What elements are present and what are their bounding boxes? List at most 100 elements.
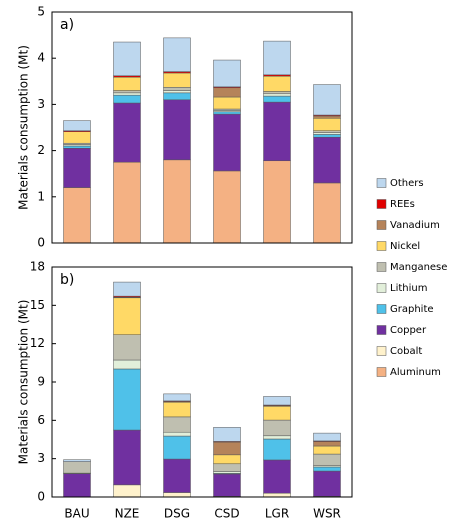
bar-segment bbox=[113, 281, 141, 297]
bar-segment bbox=[313, 134, 341, 138]
bar-segment bbox=[163, 416, 191, 433]
bar-segment bbox=[213, 471, 241, 474]
bar-segment bbox=[313, 115, 341, 119]
y-tick-label: 18 bbox=[30, 260, 45, 274]
legend-swatch bbox=[376, 199, 387, 209]
bar-segment bbox=[113, 90, 141, 94]
plot-frame bbox=[51, 11, 353, 244]
bar-segment bbox=[213, 473, 241, 497]
legend-swatch bbox=[376, 220, 387, 230]
y-tick-label: 12 bbox=[30, 336, 45, 350]
bar-segment bbox=[163, 492, 191, 498]
bar-segment bbox=[313, 182, 341, 244]
bar-segment bbox=[313, 466, 341, 472]
bar-segment bbox=[163, 72, 191, 88]
bar-segment bbox=[113, 76, 141, 91]
bar-segment bbox=[113, 484, 141, 498]
y-tick-label: 2 bbox=[37, 143, 45, 157]
y-tick-label: 15 bbox=[30, 298, 45, 312]
bar-segment bbox=[163, 435, 191, 460]
bar-segment bbox=[213, 463, 241, 472]
bar-segment bbox=[213, 454, 241, 465]
legend-swatch bbox=[376, 346, 387, 356]
x-tick-label: WSR bbox=[313, 507, 341, 521]
bar-segment bbox=[113, 41, 141, 77]
bar-segment bbox=[263, 160, 291, 244]
bar-segment bbox=[313, 132, 341, 135]
bar-segment bbox=[263, 75, 291, 92]
legend-swatch bbox=[376, 304, 387, 314]
y-tick-label: 1 bbox=[37, 189, 45, 203]
bar-segment bbox=[113, 94, 141, 104]
legend-label: Manganese bbox=[390, 262, 447, 273]
panel-title: a) bbox=[60, 17, 74, 33]
bar-segment bbox=[63, 148, 91, 188]
bar-segment bbox=[263, 91, 291, 95]
y-tick-label: 9 bbox=[37, 375, 45, 389]
bar-segment bbox=[163, 458, 191, 493]
y-tick-label: 6 bbox=[37, 413, 45, 427]
bar-segment bbox=[313, 441, 341, 447]
y-tick-label: 3 bbox=[37, 451, 45, 465]
x-tick-label: LGR bbox=[265, 507, 289, 521]
legend-label: Graphite bbox=[390, 304, 434, 315]
legend-swatch bbox=[376, 262, 387, 272]
bar-segment bbox=[313, 470, 341, 497]
bar-segment bbox=[213, 87, 241, 98]
legend: Others REEs Vanadium Nickel Manganese Lithium… bbox=[376, 178, 447, 378]
bar-segment bbox=[213, 441, 241, 456]
bar-segment bbox=[313, 136, 341, 184]
bar-segment bbox=[313, 432, 341, 442]
bar-segment bbox=[263, 101, 291, 162]
bar-segment bbox=[113, 334, 141, 361]
x-tick-label: CSD bbox=[214, 507, 239, 521]
bar-segment bbox=[163, 393, 191, 402]
bar-segment bbox=[263, 95, 291, 103]
legend-label: Vanadium bbox=[390, 220, 440, 231]
legend-swatch bbox=[376, 178, 387, 188]
bar-segment bbox=[113, 429, 141, 486]
bar-segment bbox=[113, 297, 141, 335]
bar-segment bbox=[213, 170, 241, 244]
bar-segment bbox=[163, 37, 191, 72]
bar-segment bbox=[163, 90, 191, 94]
bar-segment bbox=[163, 92, 191, 101]
bar-segment bbox=[113, 359, 141, 370]
y-tick-label: 0 bbox=[37, 236, 45, 250]
bar-segment bbox=[63, 459, 91, 462]
y-tick-label: 0 bbox=[37, 490, 45, 504]
bar-segment bbox=[113, 92, 141, 96]
bar-segment bbox=[263, 93, 291, 97]
bar-segment bbox=[263, 419, 291, 437]
bar-segment bbox=[63, 120, 91, 131]
bar-segment bbox=[63, 145, 91, 149]
y-tick-label: 3 bbox=[37, 97, 45, 111]
legend-swatch bbox=[376, 367, 387, 377]
panel-title: b) bbox=[60, 272, 74, 288]
legend-label: Lithium bbox=[390, 283, 427, 294]
legend-swatch bbox=[376, 325, 387, 335]
bar-segment bbox=[63, 461, 91, 474]
legend-label: Nickel bbox=[390, 241, 420, 252]
bar-segment bbox=[263, 459, 291, 494]
legend-label: Copper bbox=[390, 325, 427, 336]
bar-segment bbox=[313, 130, 341, 133]
bar-segment bbox=[313, 118, 341, 131]
bar-segment bbox=[113, 161, 141, 244]
x-tick-label: NZE bbox=[115, 507, 140, 521]
x-tick-label: DSG bbox=[164, 507, 190, 521]
legend-label: Others bbox=[390, 178, 424, 189]
plot-frame bbox=[51, 266, 353, 498]
bar-segment bbox=[263, 396, 291, 406]
bar-segment bbox=[313, 453, 341, 466]
bar-segment bbox=[263, 435, 291, 440]
bar-segment bbox=[263, 40, 291, 76]
legend-label: Aluminum bbox=[390, 367, 441, 378]
bar-segment bbox=[163, 401, 191, 418]
bar-segment bbox=[113, 368, 141, 431]
bar-segment bbox=[213, 96, 241, 110]
legend-swatch bbox=[376, 283, 387, 293]
bar-segment bbox=[213, 427, 241, 442]
bar-segment bbox=[163, 87, 191, 91]
